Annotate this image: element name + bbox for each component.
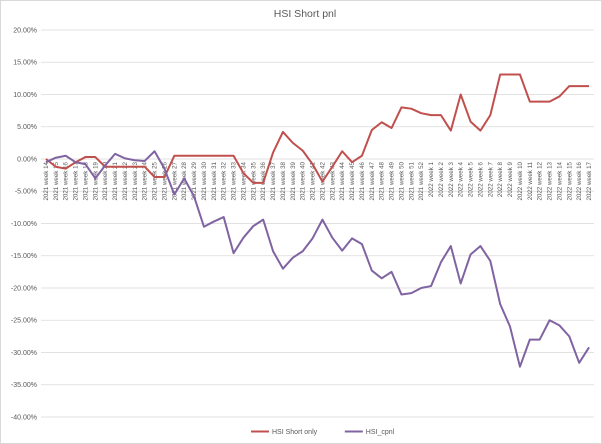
- x-tick-label: 2022 week 8: [497, 161, 504, 197]
- x-tick-label: 2021 week 37: [270, 161, 277, 200]
- x-tick-label: 2021 week 38: [280, 161, 287, 200]
- legend-label-0: HSI Short only: [272, 429, 318, 436]
- x-tick-label: 2021 week 31: [211, 161, 218, 200]
- x-tick-label: 2022 week 10: [517, 161, 524, 200]
- gridlines: [41, 29, 594, 418]
- x-tick-label: 2021 week 47: [369, 161, 376, 200]
- x-tick-label: 2022 week 7: [487, 161, 494, 197]
- x-tick-label: 2021 week 33: [231, 161, 238, 200]
- x-tick-label: 2021 week 34: [240, 161, 247, 200]
- y-tick-label: -15.00%: [11, 253, 37, 260]
- x-tick-label: 2021 week 20: [102, 161, 109, 200]
- x-tick-label: 2021 week 15: [53, 161, 60, 200]
- x-tick-label: 2021 week 29: [191, 161, 198, 200]
- x-tick-label: 2022 week 4: [458, 161, 465, 197]
- x-tick-label: 2022 week 13: [547, 161, 554, 200]
- x-tick-label: 2022 week 1: [428, 161, 435, 197]
- x-tick-label: 2021 week 25: [152, 161, 159, 200]
- y-tick-label: 10.00%: [13, 92, 37, 99]
- x-tick-label: 2021 week 35: [250, 161, 257, 200]
- y-tick-label: 5.00%: [17, 124, 37, 131]
- x-tick-label: 2022 week 3: [448, 161, 455, 197]
- x-tick-label: 2022 week 16: [576, 161, 583, 200]
- y-tick-label: -40.00%: [11, 414, 37, 421]
- x-tick-label: 2021 week 52: [418, 161, 425, 200]
- x-tick-label: 2021 week 44: [339, 161, 346, 200]
- y-tick-label: -25.00%: [11, 318, 37, 325]
- series-line-1: [45, 150, 590, 368]
- x-tick-label: 2022 week 11: [527, 161, 534, 200]
- x-tick-label: 2021 week 16: [63, 161, 70, 200]
- x-tick-label: 2021 week 18: [82, 161, 89, 200]
- x-tick-label: 2021 week 51: [408, 161, 415, 200]
- y-tick-label: 0.00%: [17, 156, 37, 163]
- chart-title: HSI Short pnl: [274, 8, 336, 20]
- x-tick-label: 2022 week 6: [477, 161, 484, 197]
- y-axis-tick-labels: 20.00% 15.00% 10.00% 5.00% 0.00% -5.00% -10.00…: [11, 27, 37, 421]
- y-tick-label: 15.00%: [13, 60, 37, 67]
- x-axis-tick-labels: 2021 week 14 2021 week 15 2021 week 16 2021…: [43, 161, 593, 200]
- x-tick-label: 2022 week 14: [556, 161, 563, 200]
- x-tick-label: 2021 week 39: [290, 161, 297, 200]
- x-tick-label: 2021 week 41: [310, 161, 317, 200]
- x-tick-label: 2021 week 22: [122, 161, 129, 200]
- legend: HSI Short only HSI_cpnl: [251, 429, 395, 436]
- x-tick-label: 2021 week 26: [161, 161, 168, 200]
- legend-label-1: HSI_cpnl: [366, 429, 395, 436]
- x-tick-label: 2021 week 43: [329, 161, 336, 200]
- x-tick-label: 2021 week 23: [132, 161, 139, 200]
- y-tick-label: -30.00%: [11, 350, 37, 357]
- x-tick-label: 2021 week 17: [73, 161, 80, 200]
- series-line-0: [45, 73, 590, 184]
- y-tick-label: -10.00%: [11, 221, 37, 228]
- x-tick-label: 2021 week 32: [221, 161, 228, 200]
- x-tick-label: 2021 week 24: [142, 161, 149, 200]
- x-tick-label: 2021 week 40: [300, 161, 307, 200]
- y-tick-label: -5.00%: [15, 189, 37, 196]
- x-tick-label: 2021 week 48: [379, 161, 386, 200]
- x-tick-label: 2021 week 27: [171, 161, 178, 200]
- series-lines: [45, 73, 590, 368]
- x-tick-label: 2021 week 14: [43, 161, 50, 200]
- x-tick-label: 2022 week 5: [468, 161, 475, 197]
- x-tick-label: 2021 week 50: [398, 161, 405, 200]
- x-tick-label: 2022 week 9: [507, 161, 514, 197]
- x-tick-label: 2021 week 30: [201, 161, 208, 200]
- x-tick-label: 2021 week 46: [359, 161, 366, 200]
- y-tick-label: 20.00%: [13, 27, 37, 34]
- y-tick-label: -20.00%: [11, 285, 37, 292]
- x-tick-label: 2022 week 17: [586, 161, 593, 200]
- x-tick-label: 2022 week 12: [537, 161, 544, 200]
- x-tick-label: 2022 week 15: [566, 161, 573, 200]
- x-tick-label: 2022 week 2: [438, 161, 445, 197]
- x-tick-label: 2021 week 45: [349, 161, 356, 200]
- y-tick-label: -35.00%: [11, 382, 37, 389]
- x-tick-label: 2021 week 49: [389, 161, 396, 200]
- x-tick-label: 2021 week 19: [92, 161, 99, 200]
- x-tick-label: 2021 week 21: [112, 161, 119, 200]
